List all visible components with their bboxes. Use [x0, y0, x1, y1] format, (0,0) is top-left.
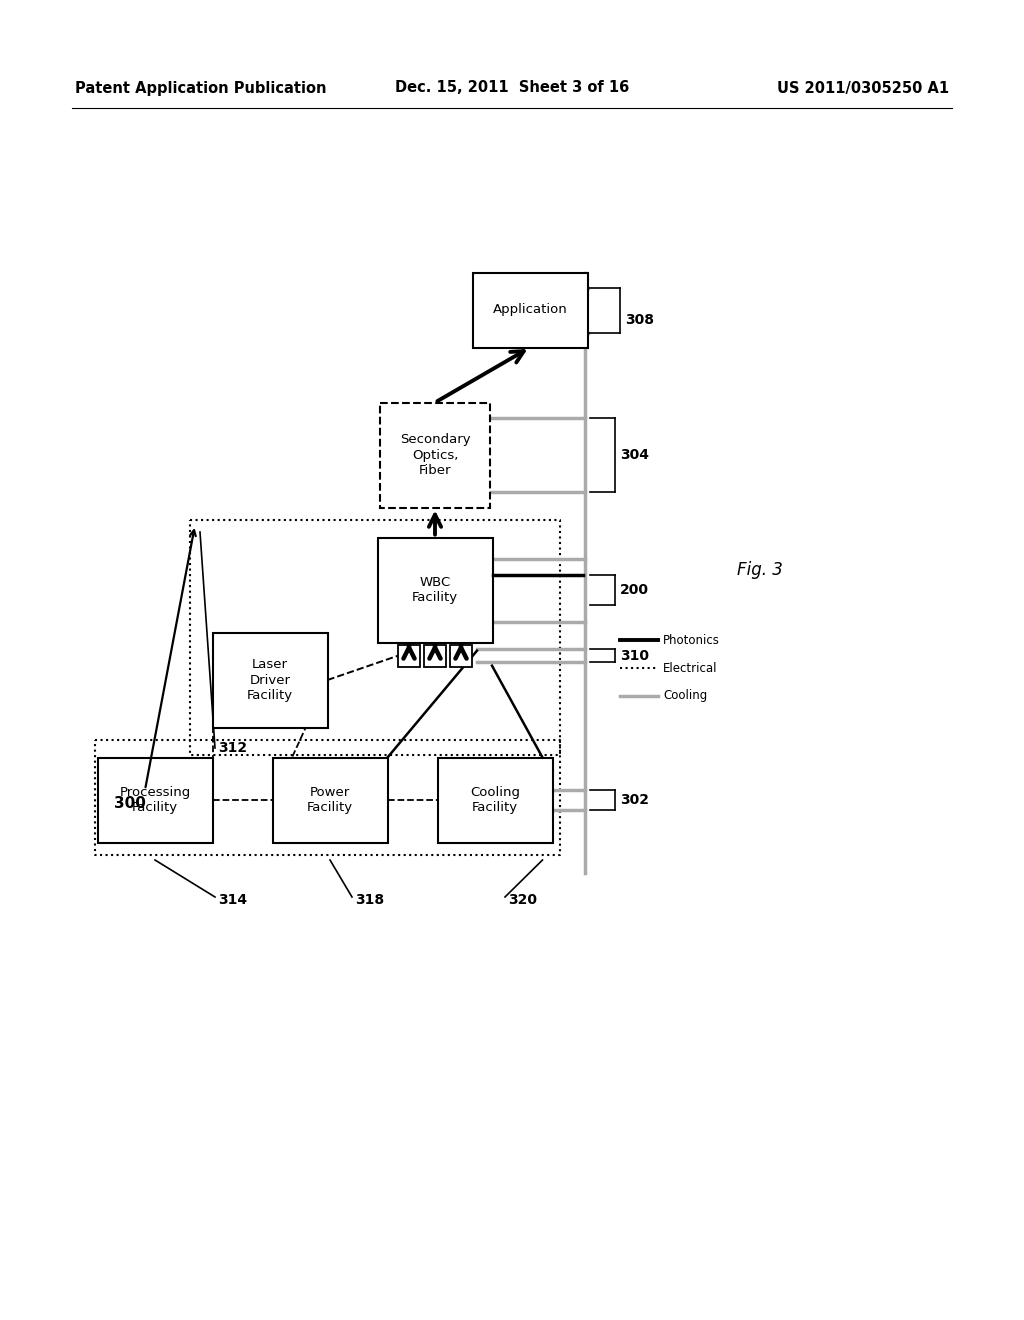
Text: 310: 310 — [620, 648, 649, 663]
Text: 320: 320 — [508, 894, 537, 907]
Text: 318: 318 — [355, 894, 384, 907]
Text: 200: 200 — [620, 583, 649, 597]
Bar — [424, 644, 446, 667]
Text: Cooling: Cooling — [663, 689, 708, 702]
Text: 302: 302 — [620, 793, 649, 807]
Text: Photonics: Photonics — [663, 634, 720, 647]
Text: Processing
Facility: Processing Facility — [120, 785, 190, 814]
Bar — [437, 758, 553, 842]
Text: Power
Facility: Power Facility — [307, 785, 353, 814]
Text: Secondary
Optics,
Fiber: Secondary Optics, Fiber — [399, 433, 470, 477]
Text: 308: 308 — [625, 313, 654, 327]
Text: US 2011/0305250 A1: US 2011/0305250 A1 — [777, 81, 949, 95]
Bar — [380, 403, 490, 507]
Bar — [272, 758, 387, 842]
Text: 314: 314 — [218, 894, 247, 907]
Bar — [378, 537, 493, 643]
Bar — [450, 644, 472, 667]
Bar — [472, 272, 588, 347]
Text: 300: 300 — [114, 796, 146, 810]
Text: 312: 312 — [218, 741, 247, 755]
Text: Application: Application — [493, 304, 567, 317]
Text: 304: 304 — [620, 447, 649, 462]
Text: Cooling
Facility: Cooling Facility — [470, 785, 520, 814]
Bar — [97, 758, 213, 842]
Text: Electrical: Electrical — [663, 661, 718, 675]
Text: WBC
Facility: WBC Facility — [412, 576, 458, 605]
Text: Fig. 3: Fig. 3 — [737, 561, 783, 579]
Bar — [398, 644, 420, 667]
Text: Dec. 15, 2011  Sheet 3 of 16: Dec. 15, 2011 Sheet 3 of 16 — [395, 81, 629, 95]
Text: Patent Application Publication: Patent Application Publication — [75, 81, 327, 95]
Bar — [213, 632, 328, 727]
Text: Laser
Driver
Facility: Laser Driver Facility — [247, 659, 293, 701]
